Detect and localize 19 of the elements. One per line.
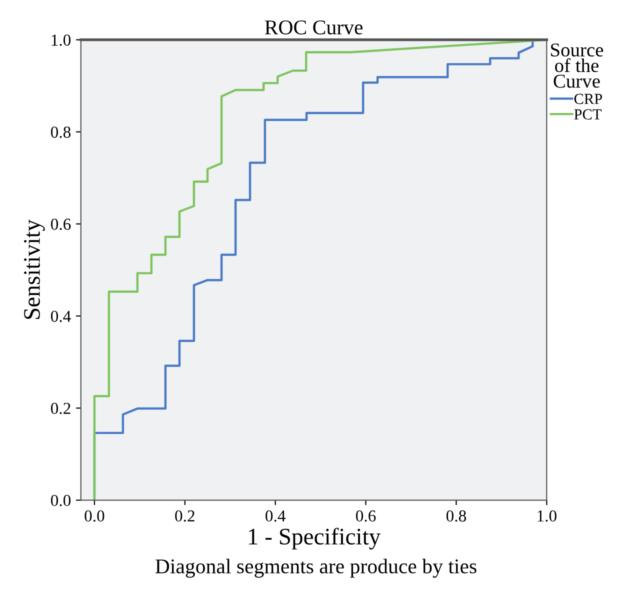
y-axis-title: Sensitivity <box>24 220 45 319</box>
legend-label: CRP <box>574 94 602 104</box>
x-tick-label: 0.4 <box>266 510 286 522</box>
chart-title: ROC Curve <box>264 20 363 34</box>
y-tick-label: 1.0 <box>52 34 71 46</box>
x-tick-label: 0.8 <box>446 510 466 522</box>
x-tick-label: 0.2 <box>175 510 194 522</box>
y-tick-label: 0.2 <box>50 402 70 414</box>
x-tick-label: 1.0 <box>538 510 556 522</box>
x-axis-title: 1 - Specificity <box>248 528 381 550</box>
legend-title: Source of the Curve <box>551 43 604 88</box>
x-tick-label: 0.0 <box>84 510 104 522</box>
y-tick-label: 0.4 <box>50 310 71 322</box>
y-tick-label: 0.6 <box>50 218 71 230</box>
y-tick-label: 0.8 <box>50 126 71 138</box>
text: Diagonal segments are produce by ties <box>155 558 476 578</box>
y-tick-label: 0.0 <box>50 494 71 506</box>
legend-label: PCT <box>574 109 602 120</box>
x-tick-label: 0.6 <box>356 510 376 522</box>
